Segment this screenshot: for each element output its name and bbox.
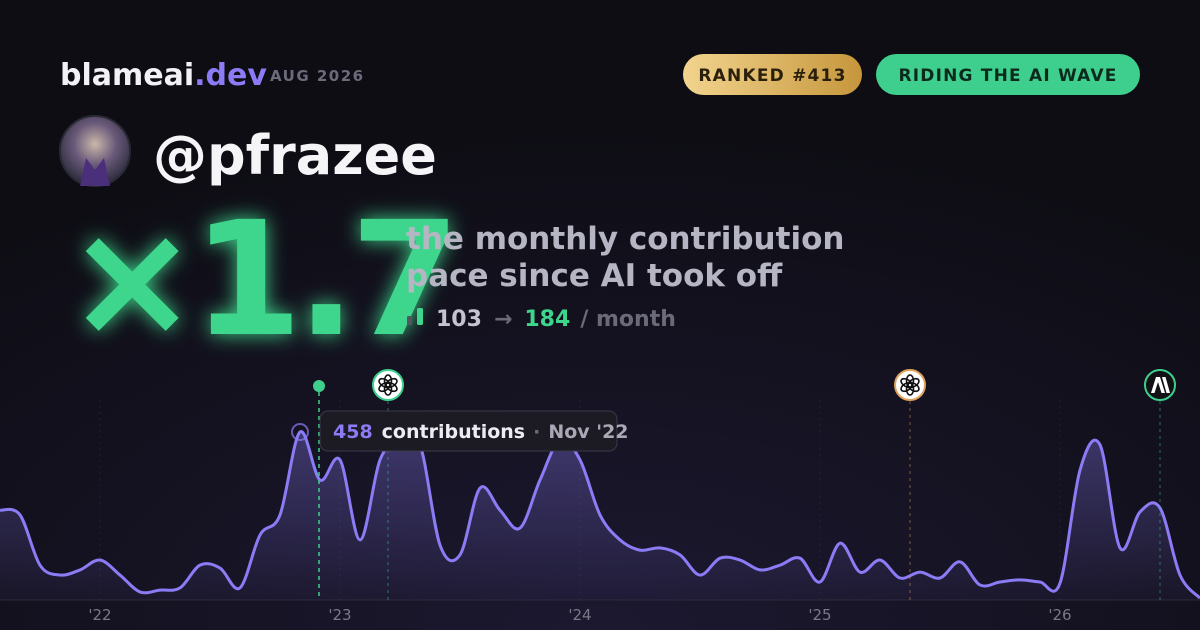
- brand-tld: .dev: [194, 58, 267, 93]
- badge-bg: [876, 54, 1140, 95]
- pace: 103 → 184 / month: [436, 307, 676, 332]
- avatar-shirt: [80, 158, 110, 186]
- username: @pfrazee: [153, 124, 437, 187]
- pace-icon: [407, 316, 412, 325]
- event-icon-glyph: [900, 377, 913, 389]
- event-icon: [894, 369, 926, 401]
- event-icon: [372, 369, 404, 401]
- event-dot: [313, 380, 325, 392]
- description: the monthly contribution: [406, 221, 844, 257]
- pace-unit: / month: [580, 307, 676, 332]
- brand-name: blameai: [60, 58, 194, 93]
- event-icon-glyph: [1162, 377, 1170, 393]
- tooltip-label: contributions: [382, 421, 525, 443]
- x-tick-label: '26: [1048, 606, 1071, 624]
- description: pace since AI took off: [406, 258, 783, 294]
- multiplier: ×1.7: [66, 188, 454, 372]
- tooltip-date: Nov '22: [548, 421, 628, 443]
- tooltip-bg: [319, 410, 618, 452]
- line: [0, 430, 1200, 600]
- tooltip-separator: ·: [533, 421, 540, 443]
- pace-before: 103: [436, 307, 482, 332]
- tooltip: 458 contributions · Nov '22: [333, 421, 629, 443]
- badge-bg: [683, 54, 862, 95]
- x-tick-label: '22: [88, 606, 111, 624]
- pace-arrow: →: [494, 307, 512, 332]
- event-icon-glyph: [378, 377, 391, 389]
- pace-after: 184: [524, 307, 570, 332]
- brand: blameai.dev: [60, 58, 267, 93]
- badge: RANKED #413: [698, 66, 846, 86]
- x-tick-label: '24: [568, 606, 591, 624]
- date: AUG 2026: [270, 67, 365, 85]
- tooltip-value: 458: [333, 421, 373, 443]
- highlight-ring: [291, 423, 309, 441]
- badge: RIDING THE AI WAVE: [898, 66, 1117, 86]
- x-tick-label: '23: [328, 606, 351, 624]
- chart: '22 '23 '24 '25 '26 458 contributions · Nov '22: [0, 369, 1200, 624]
- x-tick-label: '25: [808, 606, 831, 624]
- event-icon-glyph: [1151, 377, 1165, 393]
- pace-icon: [417, 308, 423, 325]
